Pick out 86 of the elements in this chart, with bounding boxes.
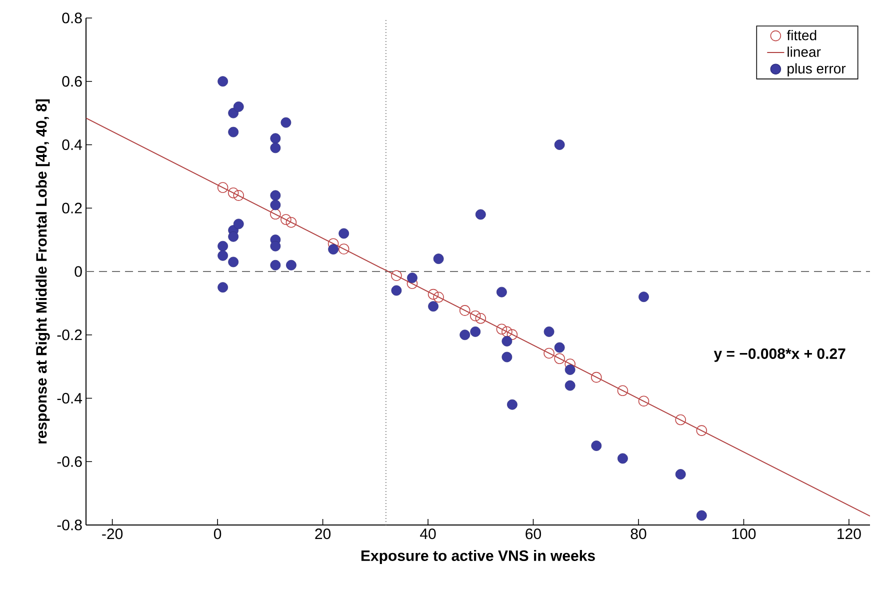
point — [496, 286, 507, 298]
y-axis-title: response at Right Middle Frontal Lobe [40, 40, 8] — [36, 99, 50, 444]
legend-label: plus error — [788, 63, 846, 76]
annotation: y = −0.008*x + 0.27 — [714, 348, 846, 362]
point — [428, 288, 439, 300]
point — [270, 133, 281, 144]
point — [270, 142, 281, 154]
x-tick-label: 20 — [315, 528, 331, 540]
point — [470, 310, 481, 322]
point — [590, 372, 602, 383]
point — [233, 190, 244, 201]
x-tick-label: 120 — [838, 528, 861, 540]
point — [564, 380, 576, 391]
y-tick-label: 0.4 — [62, 139, 82, 150]
point — [544, 326, 554, 337]
point — [217, 182, 228, 193]
point — [270, 240, 281, 252]
point — [218, 240, 228, 252]
point — [433, 254, 444, 264]
y-tick-label: -0.8 — [57, 520, 82, 530]
point — [496, 324, 508, 335]
point — [564, 364, 576, 375]
point — [233, 218, 244, 230]
point — [228, 188, 239, 198]
point — [675, 469, 686, 480]
x-tick-label: 60 — [526, 528, 541, 540]
point — [433, 292, 444, 303]
x-tick-label: 40 — [420, 528, 436, 540]
point — [280, 214, 292, 225]
point — [554, 353, 565, 364]
y-tick-label: -0.6 — [57, 456, 82, 467]
point — [475, 312, 486, 324]
point — [286, 216, 297, 228]
point — [338, 244, 350, 254]
x-axis-title: Exposure to active VNS in weeks — [361, 550, 595, 564]
y-tick-label: 0 — [74, 266, 82, 277]
point — [696, 425, 708, 436]
x-tick-label: 0 — [214, 528, 222, 540]
point — [280, 117, 292, 128]
point — [391, 270, 402, 282]
y-tick-label: 0.2 — [62, 202, 82, 214]
x-tick-label: -20 — [102, 528, 123, 540]
point — [696, 510, 707, 521]
point — [218, 282, 228, 293]
legend-label: fitted — [786, 30, 816, 40]
y-tick-label: -0.2 — [57, 330, 82, 340]
x-tick-label: 80 — [630, 528, 646, 540]
point — [218, 250, 228, 261]
point — [591, 440, 602, 451]
legend-label: linear — [788, 46, 821, 57]
point — [228, 231, 239, 242]
point — [270, 260, 281, 270]
point — [544, 348, 554, 359]
point — [507, 399, 518, 410]
point — [428, 301, 438, 312]
point — [675, 414, 686, 426]
point — [460, 330, 470, 340]
point — [218, 76, 228, 87]
point — [407, 272, 418, 284]
y-tick-label: -0.4 — [57, 392, 82, 404]
point — [228, 256, 239, 268]
point — [475, 209, 486, 220]
point — [270, 200, 281, 210]
point — [502, 336, 512, 346]
point — [391, 285, 402, 296]
x-tick-label: 100 — [732, 528, 756, 540]
point — [270, 190, 281, 201]
point — [338, 228, 350, 239]
point — [617, 385, 628, 396]
point — [554, 140, 565, 150]
point — [470, 326, 481, 337]
point — [638, 292, 649, 302]
point — [554, 342, 565, 353]
y-tick-label: 0.8 — [62, 12, 82, 24]
point — [270, 208, 281, 220]
point — [328, 244, 339, 255]
point — [459, 305, 470, 316]
y-tick-label: 0.6 — [62, 76, 82, 87]
point — [502, 352, 512, 362]
point — [506, 329, 518, 340]
point — [233, 102, 244, 112]
point — [618, 453, 628, 464]
point — [502, 326, 512, 338]
point — [286, 260, 296, 270]
point — [638, 396, 650, 406]
point — [228, 126, 239, 138]
